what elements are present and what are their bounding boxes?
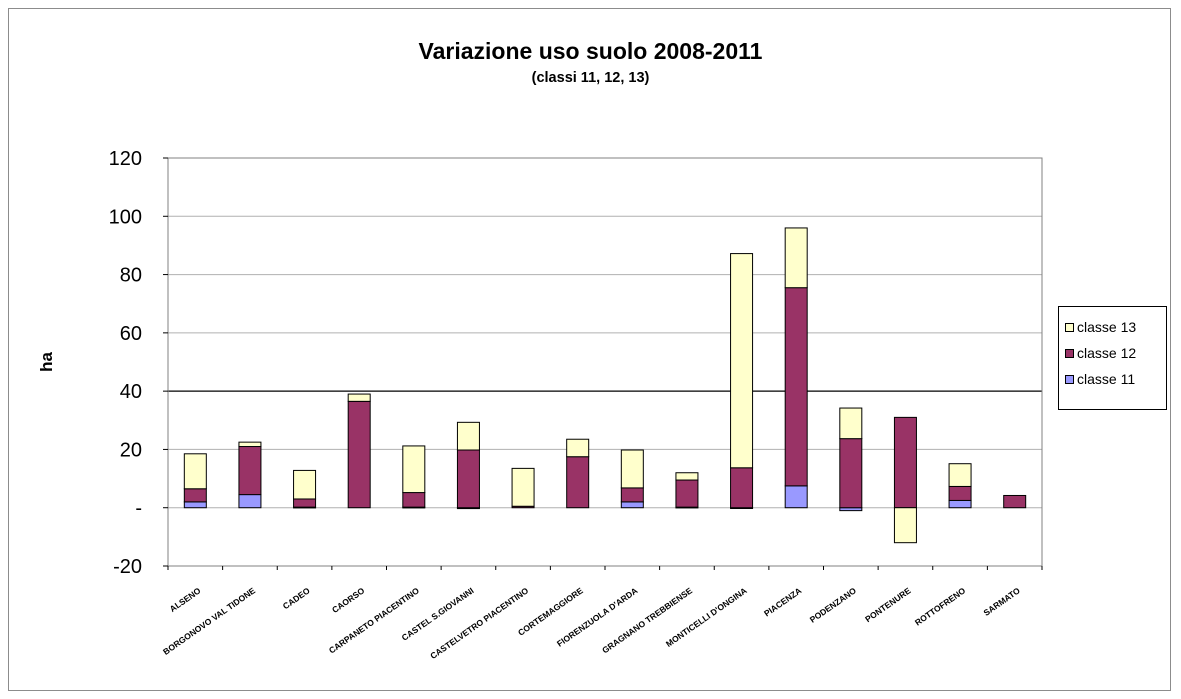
bar-classe-13-8 bbox=[620, 449, 644, 489]
chart-frame bbox=[8, 8, 1171, 691]
y-axis-title: ha bbox=[37, 352, 56, 372]
bar-classe-13-7 bbox=[566, 438, 590, 458]
y-tick-label: 40 bbox=[120, 381, 142, 403]
bar-classe-12-10 bbox=[730, 467, 754, 509]
legend-swatch bbox=[1065, 374, 1074, 384]
chart-legend: classe 13 classe 12 classe 11 bbox=[1058, 306, 1167, 410]
legend-item: classe 11 bbox=[1065, 369, 1135, 389]
bar-classe-12-13 bbox=[893, 416, 917, 509]
bar-classe-12-12 bbox=[839, 438, 863, 509]
y-tick-label: - bbox=[135, 498, 142, 520]
x-tick-label: GRAGNANO TREBBIENSE bbox=[600, 585, 694, 655]
bar-classe-13-14 bbox=[948, 463, 972, 487]
bar-classe-13-11 bbox=[784, 227, 808, 289]
bar-classe-12-1 bbox=[238, 446, 262, 496]
bar-classe-12-8 bbox=[620, 487, 644, 503]
bar-classe-13-5 bbox=[456, 421, 480, 451]
x-tick-label: CADEO bbox=[281, 585, 312, 611]
bar-classe-12-0 bbox=[183, 488, 207, 503]
x-tick-label: CARPANETO PIACENTINO bbox=[327, 585, 421, 655]
legend-label: classe 11 bbox=[1077, 371, 1136, 387]
y-tick-label: -20 bbox=[113, 556, 142, 578]
legend-label: classe 13 bbox=[1077, 319, 1137, 335]
y-tick-label: 120 bbox=[109, 148, 142, 170]
y-tick-label: 80 bbox=[120, 265, 142, 287]
bar-classe-13-9 bbox=[675, 472, 699, 481]
x-tick-label: BORGONOVO VAL TIDONE bbox=[161, 585, 257, 657]
bar-classe-12-7 bbox=[566, 456, 590, 509]
x-tick-label: PIACENZA bbox=[762, 585, 803, 618]
y-tick-label: 100 bbox=[109, 206, 142, 228]
legend-item: classe 13 bbox=[1065, 317, 1136, 337]
bar-classe-13-1 bbox=[238, 441, 262, 448]
x-tick-label: ALSENO bbox=[168, 585, 203, 614]
bar-classe-11-14 bbox=[948, 499, 972, 509]
x-tick-label: SARMATO bbox=[982, 585, 1023, 618]
bar-classe-13-2 bbox=[293, 469, 317, 500]
bar-classe-13-13 bbox=[893, 507, 917, 544]
bar-classe-12-3 bbox=[347, 400, 371, 509]
bar-classe-12-4 bbox=[402, 492, 426, 508]
chart-title: Variazione uso suolo 2008-2011 bbox=[418, 38, 763, 64]
y-tick-label: 60 bbox=[120, 323, 142, 345]
bar-classe-12-9 bbox=[675, 479, 699, 508]
bar-classe-13-12 bbox=[839, 407, 863, 440]
legend-swatch bbox=[1065, 322, 1074, 332]
legend-swatch bbox=[1065, 348, 1074, 358]
x-tick-label: CAORSO bbox=[330, 585, 367, 615]
x-tick-label: PODENZANO bbox=[808, 585, 859, 625]
bar-classe-13-3 bbox=[347, 393, 371, 402]
bar-classe-13-10 bbox=[730, 253, 754, 469]
x-tick-label: PONTENURE bbox=[863, 585, 913, 624]
legend-item: classe 12 bbox=[1065, 343, 1136, 363]
y-tick-label: 20 bbox=[120, 439, 142, 461]
bar-classe-12-11 bbox=[784, 287, 808, 487]
bar-classe-12-14 bbox=[948, 485, 972, 501]
bar-classe-13-0 bbox=[183, 453, 207, 490]
bar-classe-13-4 bbox=[402, 445, 426, 494]
bar-classe-12-5 bbox=[456, 449, 480, 509]
bar-classe-12-15 bbox=[1003, 494, 1027, 509]
legend-label: classe 12 bbox=[1077, 345, 1137, 361]
bar-classe-13-6 bbox=[511, 467, 535, 507]
chart-subtitle: (classi 11, 12, 13) bbox=[531, 70, 650, 86]
x-tick-label: ROTTOFRENO bbox=[913, 585, 968, 627]
x-tick-label: CASTELVETRO PIACENTINO bbox=[428, 585, 530, 661]
bar-classe-11-8 bbox=[620, 501, 644, 509]
bar-classe-12-2 bbox=[293, 498, 317, 508]
bar-classe-11-1 bbox=[238, 494, 262, 509]
bar-classe-11-0 bbox=[183, 501, 207, 509]
bar-classe-11-11 bbox=[784, 485, 808, 509]
